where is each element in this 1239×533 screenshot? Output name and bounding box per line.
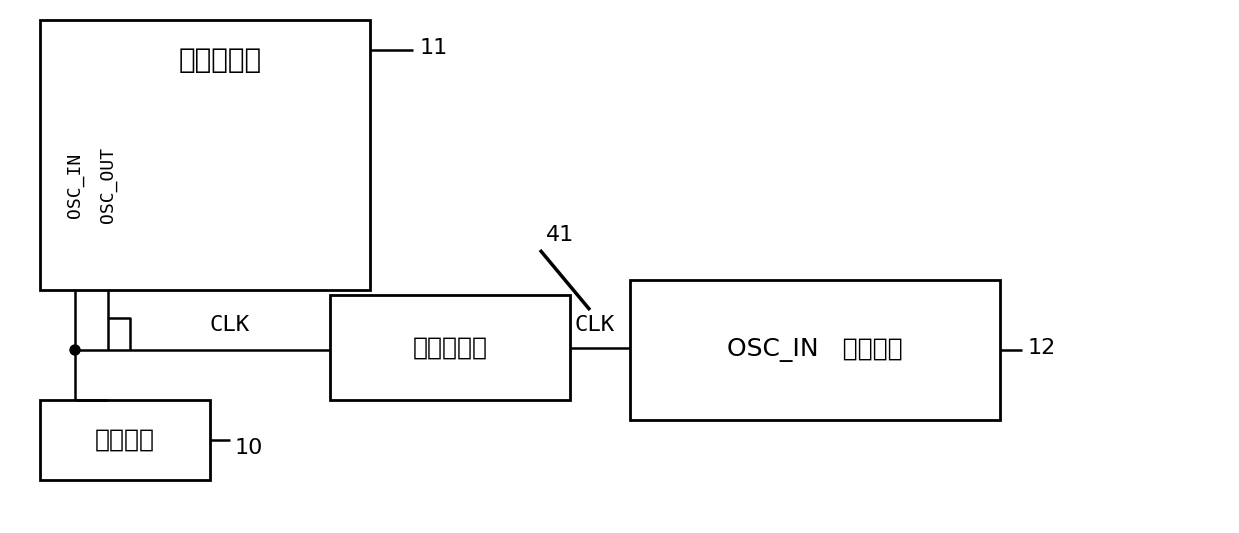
Text: OSC_IN: OSC_IN <box>66 152 84 217</box>
Text: 41: 41 <box>546 225 574 245</box>
Text: OSC_IN   集成芒片: OSC_IN 集成芒片 <box>727 338 903 362</box>
Text: CLK: CLK <box>575 315 615 335</box>
Bar <box>40 20 370 290</box>
Text: 系统级芒片: 系统级芒片 <box>178 46 261 74</box>
Bar <box>330 295 570 400</box>
Bar <box>629 280 1000 420</box>
Text: 无源滤波器: 无源滤波器 <box>413 336 487 360</box>
Text: CLK: CLK <box>209 315 250 335</box>
Text: 11: 11 <box>420 38 449 58</box>
Text: OSC_OUT: OSC_OUT <box>99 147 116 223</box>
Circle shape <box>69 345 81 355</box>
Text: 10: 10 <box>235 438 264 458</box>
Text: 12: 12 <box>1028 338 1057 358</box>
Bar <box>40 400 209 480</box>
Text: 晶振电路: 晶振电路 <box>95 428 155 452</box>
